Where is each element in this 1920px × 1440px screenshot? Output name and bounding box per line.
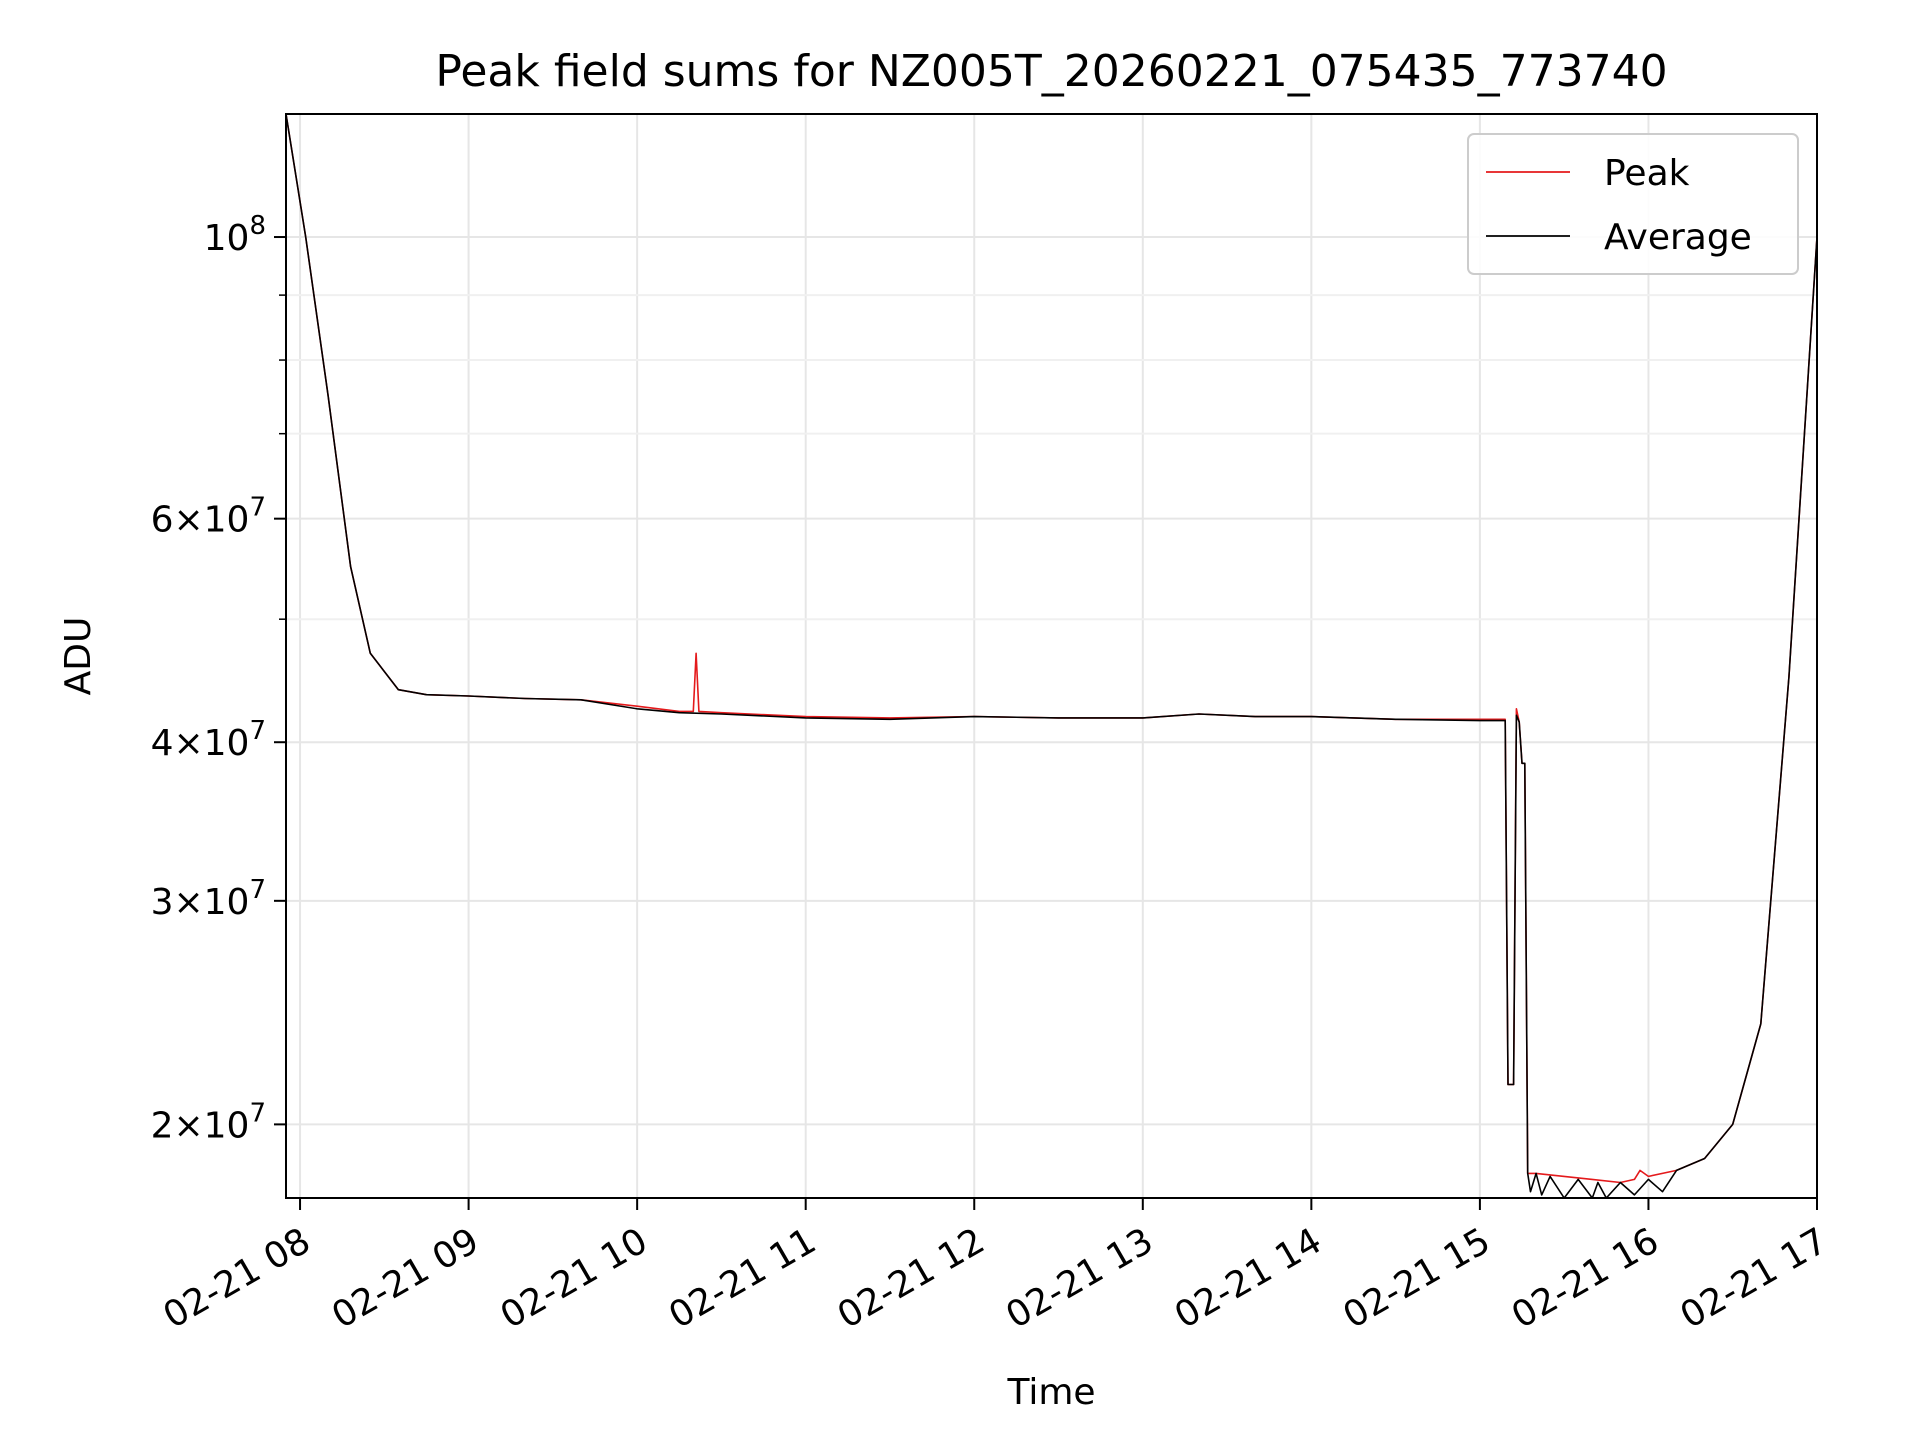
plot-frame xyxy=(285,113,1818,1199)
y-tick-mantissa: 3 xyxy=(151,882,174,923)
y-tick-label: 2×107 xyxy=(151,1098,266,1146)
y-tick-label: 3×107 xyxy=(151,875,266,923)
legend-label-peak: Peak xyxy=(1604,153,1690,194)
y-tick-base: 10 xyxy=(204,1105,250,1146)
y-tick-times: × xyxy=(173,723,203,764)
y-tick-label: 108 xyxy=(204,211,266,259)
y-tick-mantissa: 4 xyxy=(151,723,174,764)
y-tick-exponent: 7 xyxy=(249,493,266,523)
series-line-average xyxy=(286,114,1817,1198)
legend: Peak Average xyxy=(1467,133,1799,275)
y-tick-base: 10 xyxy=(204,500,250,541)
y-tick-base: 10 xyxy=(204,218,250,259)
y-axis-label: ADU xyxy=(58,617,99,696)
y-tick-times: × xyxy=(173,882,203,923)
y-tick-label: 4×107 xyxy=(151,716,266,764)
plot-series xyxy=(286,114,1817,1198)
y-tick-exponent: 7 xyxy=(249,1098,266,1128)
y-tick-mantissa: 6 xyxy=(151,500,174,541)
y-tick-times: × xyxy=(173,500,203,541)
y-tick-label: 6×107 xyxy=(151,493,266,541)
legend-box xyxy=(1467,133,1799,275)
chart-title: Peak field sums for NZ005T_20260221_0754… xyxy=(435,46,1667,97)
legend-label-average: Average xyxy=(1604,217,1752,258)
y-tick-exponent: 8 xyxy=(249,211,266,241)
y-tick-mantissa: 2 xyxy=(151,1105,174,1146)
y-tick-times: × xyxy=(173,1105,203,1146)
y-tick-base: 10 xyxy=(204,882,250,923)
y-tick-exponent: 7 xyxy=(249,875,266,905)
y-tick-exponent: 7 xyxy=(249,716,266,746)
x-axis-label: Time xyxy=(1006,1372,1095,1413)
y-tick-base: 10 xyxy=(204,723,250,764)
